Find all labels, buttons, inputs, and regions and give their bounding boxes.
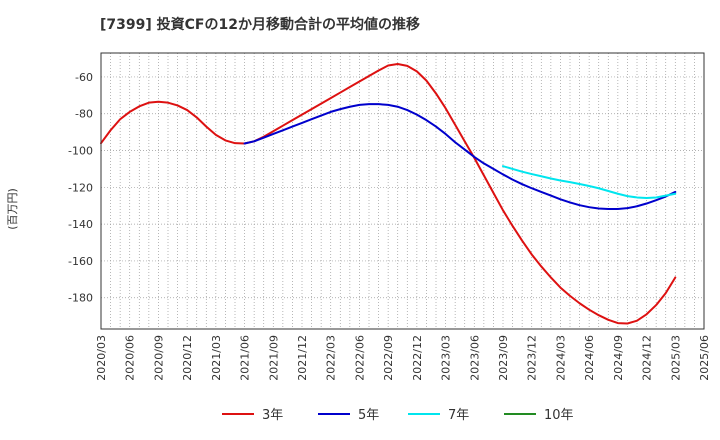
x-tick-label: 2024/03 (554, 335, 567, 381)
plot-frame (100, 52, 705, 330)
x-tick-label: 2020/12 (181, 335, 194, 381)
y-tick-label: -160 (68, 255, 93, 268)
grid (101, 53, 704, 329)
x-tick-label: 2021/03 (210, 335, 223, 381)
chart-title: [7399] 投資CFの12か月移動合計の平均値の推移 (100, 16, 420, 33)
x-tick-label: 2024/06 (583, 335, 596, 381)
x-tick-label: 2022/12 (411, 335, 424, 381)
x-tick-label: 2023/06 (468, 335, 481, 381)
series-line-3 (502, 165, 677, 199)
x-tick-label: 2023/09 (497, 335, 510, 381)
series-line-1 (100, 63, 677, 325)
y-axis-label: (百万円) (6, 188, 19, 230)
x-tick-label: 2020/09 (152, 335, 165, 381)
y-tick-label: -80 (75, 108, 93, 121)
x-tick-label: 2022/03 (325, 335, 338, 381)
series-line-2 (243, 103, 677, 211)
y-tick-label: -140 (68, 218, 93, 231)
x-tick-labels: 2020/03 2020/06 2020/09 2020/12 2021/03 2021/… (95, 335, 711, 381)
x-tick-label: 2021/06 (239, 335, 252, 381)
x-tick-label: 2022/09 (382, 335, 395, 381)
y-tick-label: -100 (68, 145, 93, 158)
legend-label-3: 7年 (448, 408, 469, 423)
x-tick-label: 2020/03 (95, 335, 108, 381)
legend: 3年 5年 7年 10年 (222, 408, 574, 423)
x-tick-label: 2020/06 (124, 335, 137, 381)
y-tick-label: -120 (68, 181, 93, 194)
y-tick-label: -180 (68, 292, 93, 305)
x-tick-label: 2021/12 (296, 335, 309, 381)
x-tick-label: 2023/12 (526, 335, 539, 381)
x-tick-label: 2024/12 (641, 335, 654, 381)
x-tick-label: 2024/09 (612, 335, 625, 381)
y-tick-label: -60 (75, 71, 93, 84)
x-tick-label: 2021/09 (267, 335, 280, 381)
legend-label-2: 5年 (358, 408, 379, 423)
legend-label-4: 10年 (544, 408, 574, 423)
legend-label-1: 3年 (262, 408, 283, 423)
x-tick-label: 2022/06 (353, 335, 366, 381)
y-tick-labels: -60 -80 -100 -120 -140 -160 -180 (68, 71, 93, 305)
x-tick-label: 2025/03 (669, 335, 682, 381)
series-lines (100, 63, 677, 325)
x-tick-label: 2025/06 (698, 335, 711, 381)
x-tick-label: 2023/03 (440, 335, 453, 381)
